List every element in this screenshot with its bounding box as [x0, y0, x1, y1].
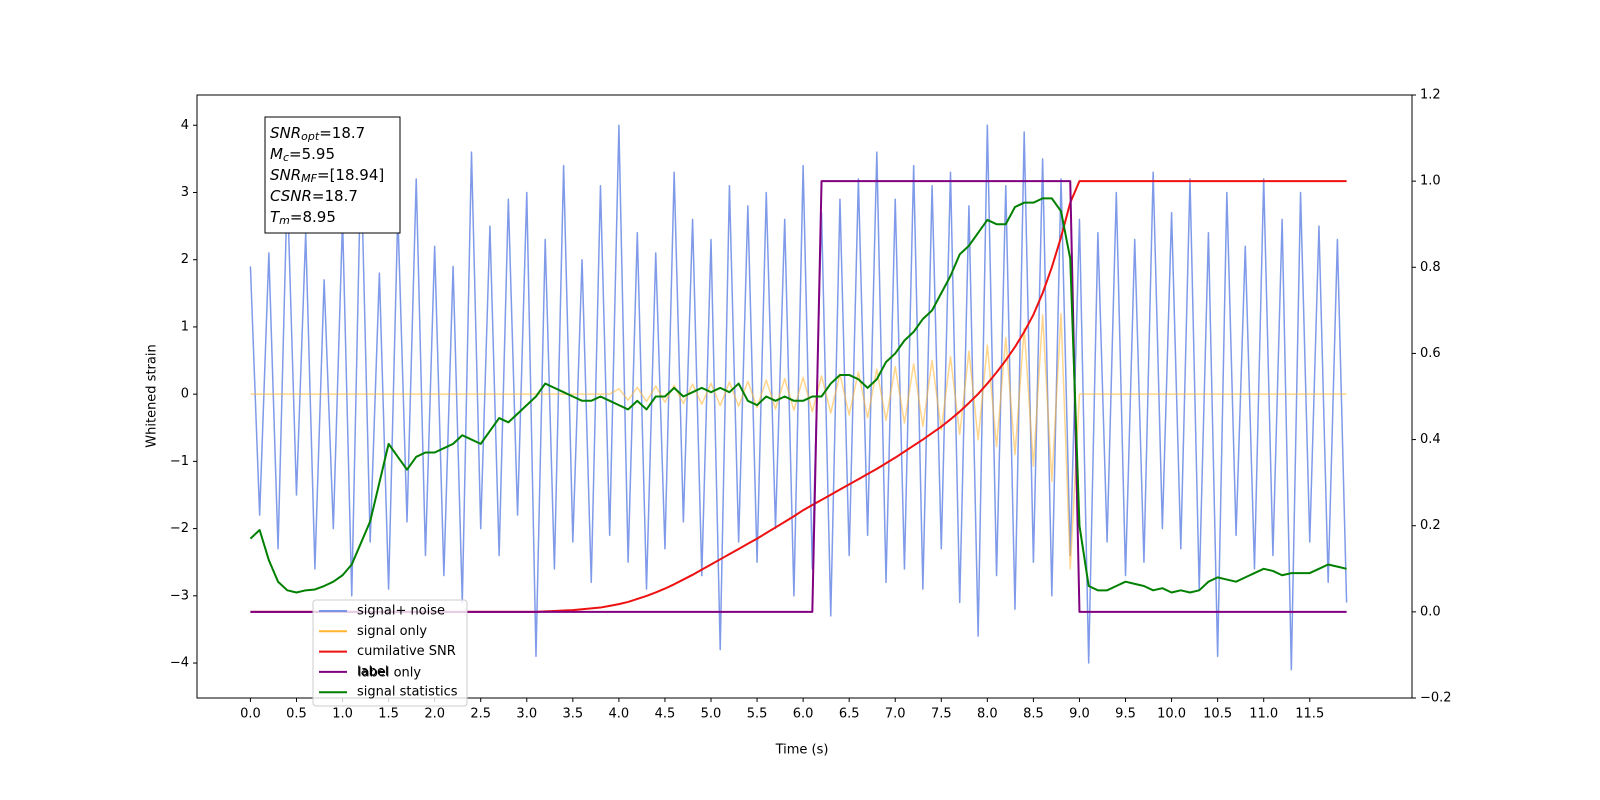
y2-tick-label: 0.6 — [1420, 346, 1441, 361]
stats-box: SNRopt=18.7Mc=5.95SNRMF=[18.94]CSNR=18.7… — [264, 116, 401, 234]
legend-frame — [312, 599, 468, 707]
stats-symbol: T — [270, 208, 281, 226]
stats-line: Mc=5.95 — [270, 145, 335, 165]
y-tick-label: 4 — [181, 118, 189, 133]
stats-symbol: M — [270, 145, 283, 163]
axes-frame — [196, 94, 1413, 699]
y-tick-label: −2 — [170, 521, 189, 536]
stats-value: =5.95 — [289, 145, 335, 163]
stats-symbol: CSNR — [270, 187, 312, 205]
x-tick-label: 1.5 — [378, 707, 399, 722]
x-axis-label: Time (s) — [775, 743, 829, 758]
x-tick-label: 4.0 — [609, 707, 630, 722]
stats-subscript: c — [283, 151, 289, 164]
x-tick-label: 1.0 — [332, 707, 353, 722]
legend-label: signal statistics — [357, 685, 458, 700]
x-tick-label: 5.0 — [701, 707, 722, 722]
stats-box-frame — [264, 116, 401, 234]
stats-line: CSNR=18.7 — [270, 187, 358, 205]
x-tick-label: 3.5 — [562, 707, 583, 722]
stats-subscript: opt — [301, 130, 320, 143]
stats-value: =8.95 — [290, 208, 336, 226]
x-tick-label: 10.0 — [1157, 707, 1186, 722]
series-line — [249, 124, 1348, 671]
legend-label: signal only — [357, 624, 427, 639]
stats-symbol: SNR — [270, 124, 301, 142]
stats-line: SNRMF=[18.94] — [270, 166, 384, 186]
y-tick-label: −1 — [170, 454, 189, 469]
y-tick-label: −3 — [170, 588, 189, 603]
y2-tick-label: −0.2 — [1420, 691, 1452, 706]
legend-label: label — [357, 664, 388, 679]
x-tick-label: 7.0 — [885, 707, 906, 722]
x-tick-label: 7.5 — [931, 707, 952, 722]
y-tick-label: 0 — [181, 387, 189, 402]
stats-line: SNRopt=18.7 — [270, 124, 365, 144]
stats-value: =[18.94] — [317, 166, 384, 184]
y2-tick-label: 0.2 — [1420, 518, 1441, 533]
legend-ghost-label: label only — [358, 665, 421, 680]
stats-symbol: SNR — [270, 166, 301, 184]
x-tick-label: 0.0 — [240, 707, 261, 722]
x-tick-label: 4.5 — [655, 707, 676, 722]
x-tick-label: 9.5 — [1115, 707, 1136, 722]
series-line — [250, 312, 1347, 570]
series-line — [249, 197, 1347, 594]
legend-label: signal+ noise — [357, 604, 445, 619]
x-tick-label: 8.0 — [977, 707, 998, 722]
stats-value: =18.7 — [312, 187, 358, 205]
x-tick-label: 10.5 — [1203, 707, 1232, 722]
y-tick-label: 1 — [181, 319, 189, 334]
y-axis-label: Whitened strain — [145, 344, 160, 447]
stats-line: Tm=8.95 — [270, 208, 336, 228]
x-tick-label: 8.5 — [1023, 707, 1044, 722]
y2-tick-label: 0.8 — [1420, 260, 1441, 275]
x-tick-label: 0.5 — [286, 707, 307, 722]
x-tick-label: 9.0 — [1069, 707, 1090, 722]
y2-tick-label: 1.2 — [1420, 88, 1441, 103]
stats-subscript: m — [279, 214, 290, 227]
stats-lines: SNRopt=18.7Mc=5.95SNRMF=[18.94]CSNR=18.7… — [270, 124, 384, 228]
y-tick-label: −4 — [170, 656, 189, 671]
x-tick-label: 11.5 — [1295, 707, 1324, 722]
legend: label only signal+ noise signal only cumila… — [312, 599, 468, 707]
legend-label: cumilative SNR — [357, 644, 456, 659]
stats-subscript: MF — [301, 172, 317, 185]
x-tick-label: 6.0 — [793, 707, 814, 722]
stats-value: =18.7 — [319, 124, 365, 142]
x-tick-label: 2.5 — [470, 707, 491, 722]
y2-tick-label: 0.0 — [1420, 604, 1441, 619]
y2-tick-label: 0.4 — [1420, 432, 1441, 447]
x-tick-label: 2.0 — [424, 707, 445, 722]
y2-tick-label: 1.0 — [1420, 174, 1441, 189]
x-tick-label: 6.5 — [839, 707, 860, 722]
axes: 0.0 0.5 1.0 1.5 2.0 2.5 3.0 3.5 4.0 4.5 5.0 5.5 6.0 6… — [170, 88, 1452, 722]
y-tick-label: 3 — [181, 185, 189, 200]
x-tick-label: 3.0 — [516, 707, 537, 722]
y-tick-label: 2 — [181, 252, 189, 267]
x-tick-label: 11.0 — [1249, 707, 1278, 722]
x-tick-label: 5.5 — [747, 707, 768, 722]
